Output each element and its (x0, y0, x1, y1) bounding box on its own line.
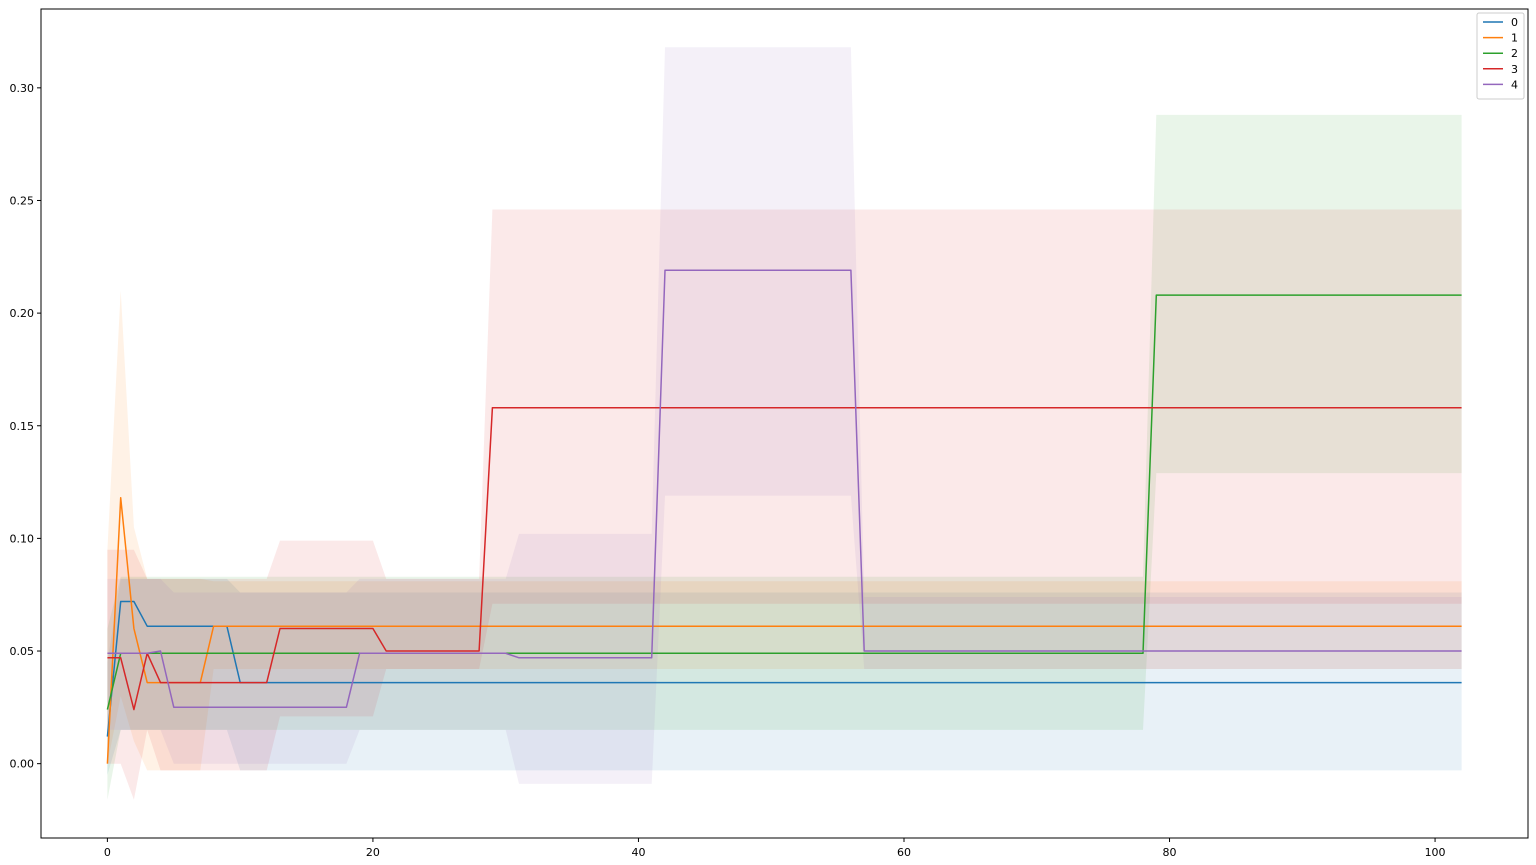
y-tick-label: 0.00 (10, 758, 35, 771)
x-tick-label: 100 (1425, 846, 1446, 859)
y-tick-label: 0.30 (10, 82, 35, 95)
series-line-2 (106, 294, 1462, 710)
x-tick-label: 20 (366, 846, 380, 859)
y-tick-label: 0.15 (10, 420, 35, 433)
x-tick-label: 60 (897, 846, 911, 859)
confidence-band-series-2 (107, 114, 1462, 800)
legend-label-2: 2 (1511, 47, 1518, 60)
legend: 0 1 2 3 4 (1476, 12, 1525, 100)
legend-label-4: 4 (1511, 78, 1518, 91)
legend-label-0: 0 (1511, 16, 1518, 29)
series-lines (106, 269, 1462, 764)
y-tick-label: 0.25 (10, 194, 35, 207)
confidence-band-series-0 (107, 578, 1462, 775)
series-line-3 (107, 406, 1462, 711)
legend-label-3: 3 (1511, 63, 1518, 76)
x-tick-label: 40 (631, 846, 645, 859)
confidence-band-series-3 (107, 209, 1462, 800)
y-tick-label: 0.20 (10, 307, 35, 320)
series-line-4 (107, 269, 1462, 709)
y-tick-label: 0.05 (10, 645, 35, 658)
legend-label-1: 1 (1511, 32, 1518, 45)
series-line-1 (106, 497, 1462, 764)
x-tick-label: 0 (104, 846, 111, 859)
confidence-band-series-4 (107, 47, 1462, 784)
plot-frame (40, 8, 1529, 839)
legend-box (1476, 12, 1525, 100)
x-tick-label: 80 (1163, 846, 1177, 859)
y-tick-label: 0.10 (10, 532, 35, 545)
